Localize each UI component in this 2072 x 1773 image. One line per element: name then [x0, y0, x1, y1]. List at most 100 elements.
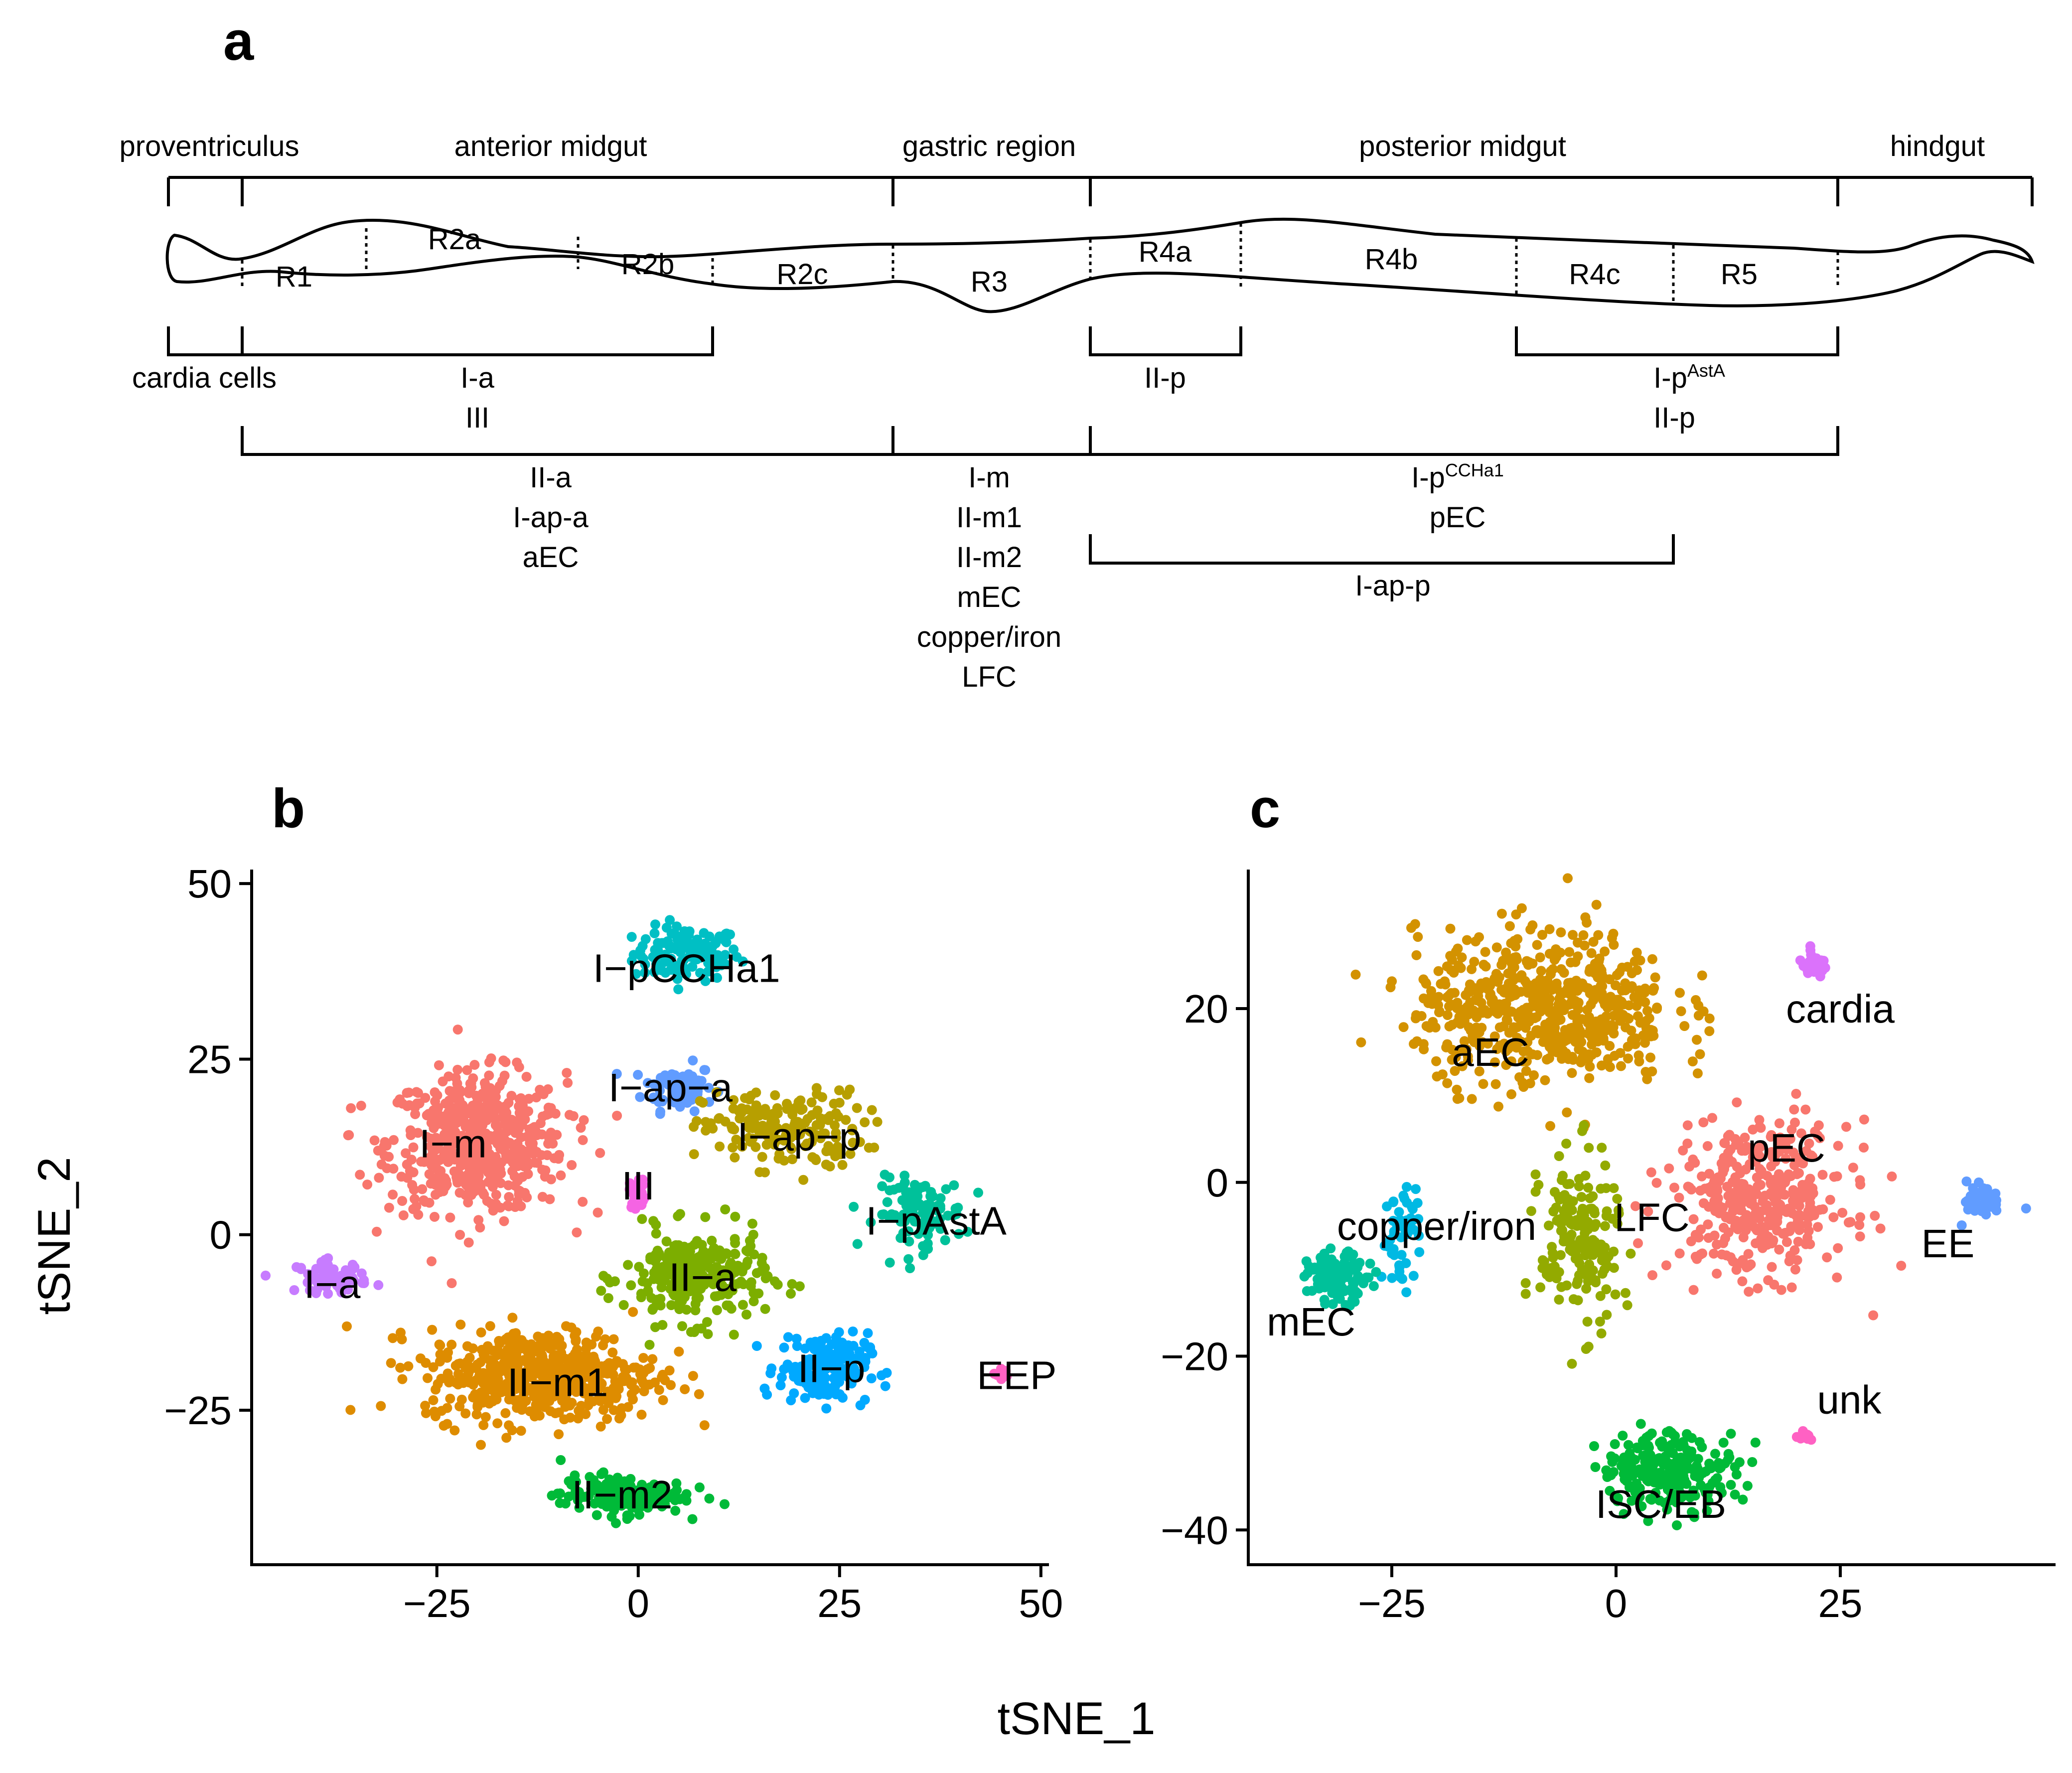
- data-point: [1361, 1272, 1372, 1283]
- data-point: [1664, 1163, 1674, 1174]
- data-point: [1544, 924, 1555, 934]
- data-point: [1556, 1046, 1566, 1056]
- data-point: [1626, 1026, 1636, 1036]
- data-point: [1609, 1029, 1619, 1038]
- data-point: [1688, 1214, 1699, 1224]
- y-tick-label: −20: [1161, 1334, 1228, 1379]
- data-point: [674, 965, 685, 976]
- data-point: [860, 1117, 870, 1128]
- data-point: [369, 1135, 380, 1146]
- data-point: [1961, 1176, 1972, 1186]
- data-point: [578, 1135, 588, 1145]
- bracket-anterior-posterior: [241, 426, 1839, 456]
- label-ii-m1: II-m1: [956, 501, 1022, 534]
- bracket-r4a: [1089, 326, 1242, 356]
- data-point: [1723, 1449, 1734, 1459]
- data-point: [1320, 1252, 1330, 1262]
- data-point: [1682, 1445, 1692, 1456]
- data-point: [1794, 1225, 1804, 1235]
- data-point: [1719, 1138, 1730, 1148]
- data-point: [1870, 1210, 1880, 1221]
- data-point: [1791, 1432, 1802, 1442]
- data-point: [1409, 1038, 1419, 1049]
- data-point: [792, 1117, 803, 1127]
- data-point: [1792, 1255, 1802, 1265]
- data-point: [1567, 1358, 1577, 1369]
- data-point: [694, 1389, 704, 1399]
- data-point: [912, 1185, 923, 1195]
- data-point: [658, 1369, 668, 1380]
- data-point: [1704, 1026, 1715, 1036]
- data-point: [1726, 1479, 1736, 1490]
- data-point: [1621, 1467, 1631, 1477]
- y-tick-label: 0: [1206, 1161, 1229, 1205]
- data-point: [1802, 1232, 1813, 1243]
- data-point: [1618, 1431, 1628, 1441]
- data-point: [1536, 966, 1546, 976]
- data-point: [699, 1065, 710, 1075]
- panel-label-c: c: [1250, 778, 1280, 839]
- data-point: [499, 1109, 509, 1119]
- data-point: [1790, 1264, 1800, 1275]
- data-point: [1752, 1173, 1762, 1182]
- data-point: [552, 1130, 562, 1140]
- data-point: [1697, 970, 1707, 981]
- data-point: [468, 1343, 478, 1353]
- cluster-label: aEC: [1452, 1030, 1529, 1074]
- data-point: [1582, 1005, 1593, 1015]
- data-point: [1635, 1419, 1646, 1429]
- data-point: [1414, 1247, 1425, 1257]
- data-point: [880, 1381, 890, 1391]
- data-point: [426, 1179, 436, 1189]
- cell-type-brackets: [167, 326, 1839, 565]
- y-tick-label: −25: [164, 1388, 232, 1433]
- data-point: [533, 1331, 543, 1342]
- data-point: [951, 1209, 962, 1219]
- label-pec: pEC: [1430, 501, 1486, 534]
- data-point: [1506, 938, 1516, 948]
- data-point: [1679, 1021, 1690, 1031]
- data-point: [1822, 1252, 1832, 1263]
- data-point: [1789, 1104, 1799, 1115]
- data-point: [935, 1193, 946, 1203]
- y-tick-label: 25: [187, 1037, 232, 1081]
- data-point: [1602, 1310, 1612, 1320]
- data-point: [1648, 986, 1658, 996]
- data-point: [776, 1372, 787, 1382]
- cluster-label: copper/iron: [1337, 1204, 1536, 1248]
- data-point: [1567, 1051, 1577, 1062]
- data-point: [735, 1113, 745, 1124]
- data-point: [424, 1169, 435, 1180]
- data-point: [437, 1184, 447, 1195]
- cluster-label: I−ap−a: [608, 1065, 733, 1110]
- data-point: [628, 1307, 638, 1317]
- data-point: [852, 1239, 863, 1249]
- data-point: [1584, 1218, 1594, 1228]
- y-axis-title: tSNE_2: [29, 1157, 80, 1315]
- data-point: [823, 1113, 833, 1123]
- data-point: [728, 1103, 739, 1114]
- data-point: [449, 1425, 460, 1436]
- data-point: [395, 1362, 406, 1373]
- data-point: [386, 1358, 396, 1368]
- data-point: [1554, 1295, 1564, 1305]
- data-point: [1691, 995, 1701, 1005]
- data-point: [1730, 1489, 1740, 1500]
- data-point: [940, 1235, 950, 1245]
- data-point: [1632, 1443, 1643, 1454]
- data-point: [517, 1405, 527, 1415]
- data-point: [1754, 1115, 1765, 1125]
- data-point: [389, 1135, 399, 1145]
- data-point: [651, 951, 662, 961]
- data-point: [574, 1406, 584, 1416]
- data-point: [430, 1211, 440, 1222]
- region-label-proventriculus: proventriculus: [119, 130, 299, 162]
- data-point: [376, 1401, 386, 1411]
- data-point: [651, 1300, 662, 1311]
- data-point: [491, 1130, 501, 1140]
- data-point: [479, 1090, 489, 1101]
- data-point: [665, 915, 675, 925]
- data-point: [1480, 947, 1490, 957]
- data-point: [578, 1196, 588, 1207]
